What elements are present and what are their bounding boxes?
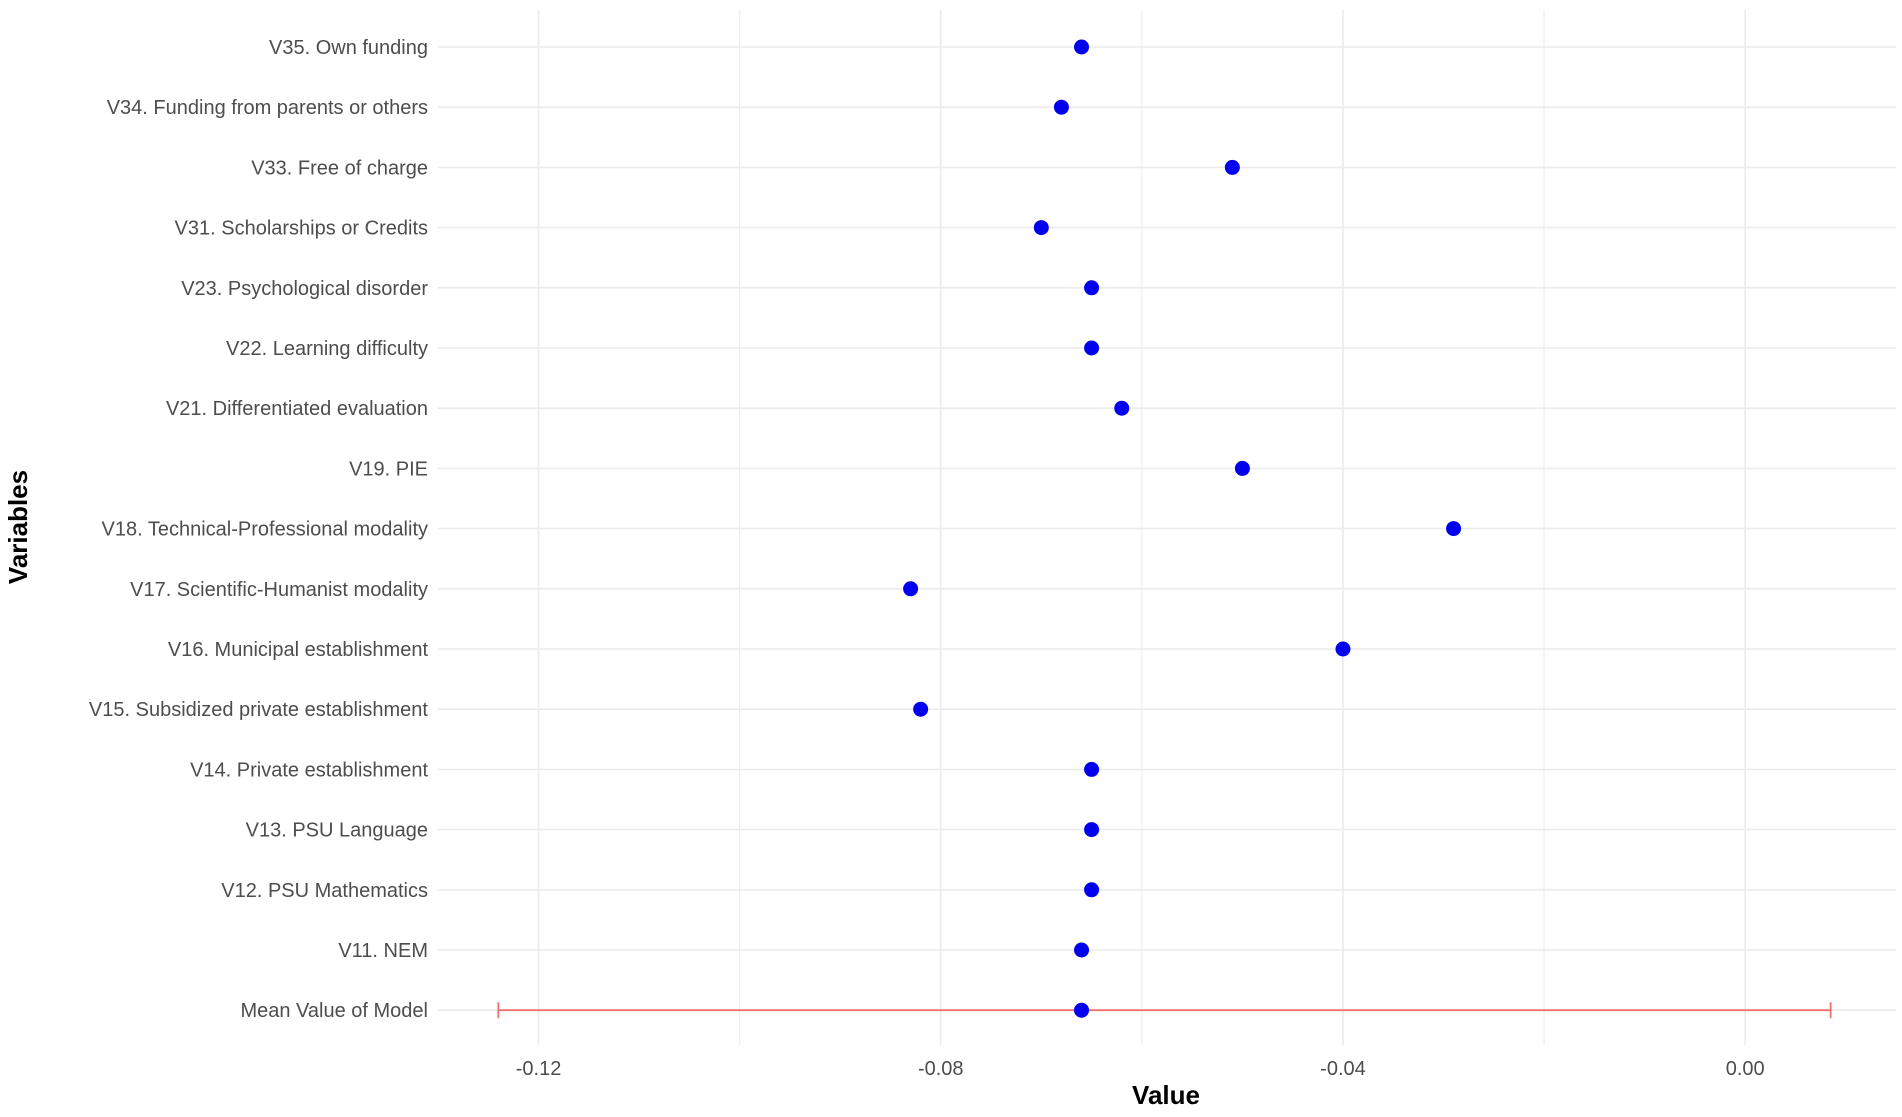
data-point: [1446, 521, 1462, 537]
y-tick-label: V21. Differentiated evaluation: [166, 398, 428, 420]
x-tick-label: -0.12: [516, 1058, 562, 1080]
data-point: [1074, 39, 1090, 55]
x-axis-title: Value: [1132, 1080, 1200, 1110]
y-tick-labels: V35. Own funding V34. Funding from parent…: [89, 37, 429, 1022]
data-point: [1074, 942, 1090, 958]
point-layer: [903, 39, 1462, 1018]
data-point: [1335, 641, 1351, 657]
x-tick-label: 0.00: [1726, 1058, 1765, 1080]
y-tick-label: V31. Scholarships or Credits: [175, 218, 428, 240]
data-point: [1084, 822, 1100, 838]
data-point: [1033, 220, 1049, 236]
data-point: [1084, 280, 1100, 296]
y-tick-label: V12. PSU Mathematics: [221, 880, 428, 902]
data-point: [1224, 159, 1240, 175]
data-point: [913, 701, 929, 717]
y-tick-label: V33. Free of charge: [251, 157, 428, 179]
errorbar-layer: [497, 1002, 1832, 1019]
y-tick-label: V15. Subsidized private establishment: [89, 699, 429, 721]
data-point: [1084, 761, 1100, 777]
y-tick-label: V13. PSU Language: [246, 820, 428, 842]
y-tick-label: V11. NEM: [338, 940, 428, 962]
y-tick-label: V35. Own funding: [269, 37, 428, 59]
y-tick-label: V22. Learning difficulty: [226, 338, 428, 360]
y-axis-title: Variables: [3, 470, 33, 584]
y-tick-label: V17. Scientific-Humanist modality: [130, 579, 428, 601]
x-tick-labels: -0.12 -0.08 -0.04 0.00: [516, 1058, 1765, 1080]
y-tick-label: V18. Technical-Professional modality: [102, 519, 428, 541]
data-point: [1074, 1002, 1090, 1018]
y-tick-label: V34. Funding from parents or others: [107, 97, 428, 119]
data-point: [1084, 882, 1100, 898]
x-tick-label: -0.08: [918, 1058, 964, 1080]
data-point: [1114, 400, 1130, 416]
data-point: [1053, 99, 1069, 115]
y-tick-label: V23. Psychological disorder: [181, 278, 428, 300]
grid-layer: [438, 10, 1896, 1045]
data-point: [1234, 460, 1250, 476]
y-tick-label: V16. Municipal establishment: [168, 639, 429, 661]
x-tick-label: -0.04: [1320, 1058, 1366, 1080]
y-tick-label: Mean Value of Model: [240, 1000, 428, 1022]
data-point: [1084, 340, 1100, 356]
y-tick-label: V19. PIE: [349, 458, 428, 480]
data-point: [903, 581, 919, 597]
y-tick-label: V14. Private establishment: [190, 759, 428, 781]
